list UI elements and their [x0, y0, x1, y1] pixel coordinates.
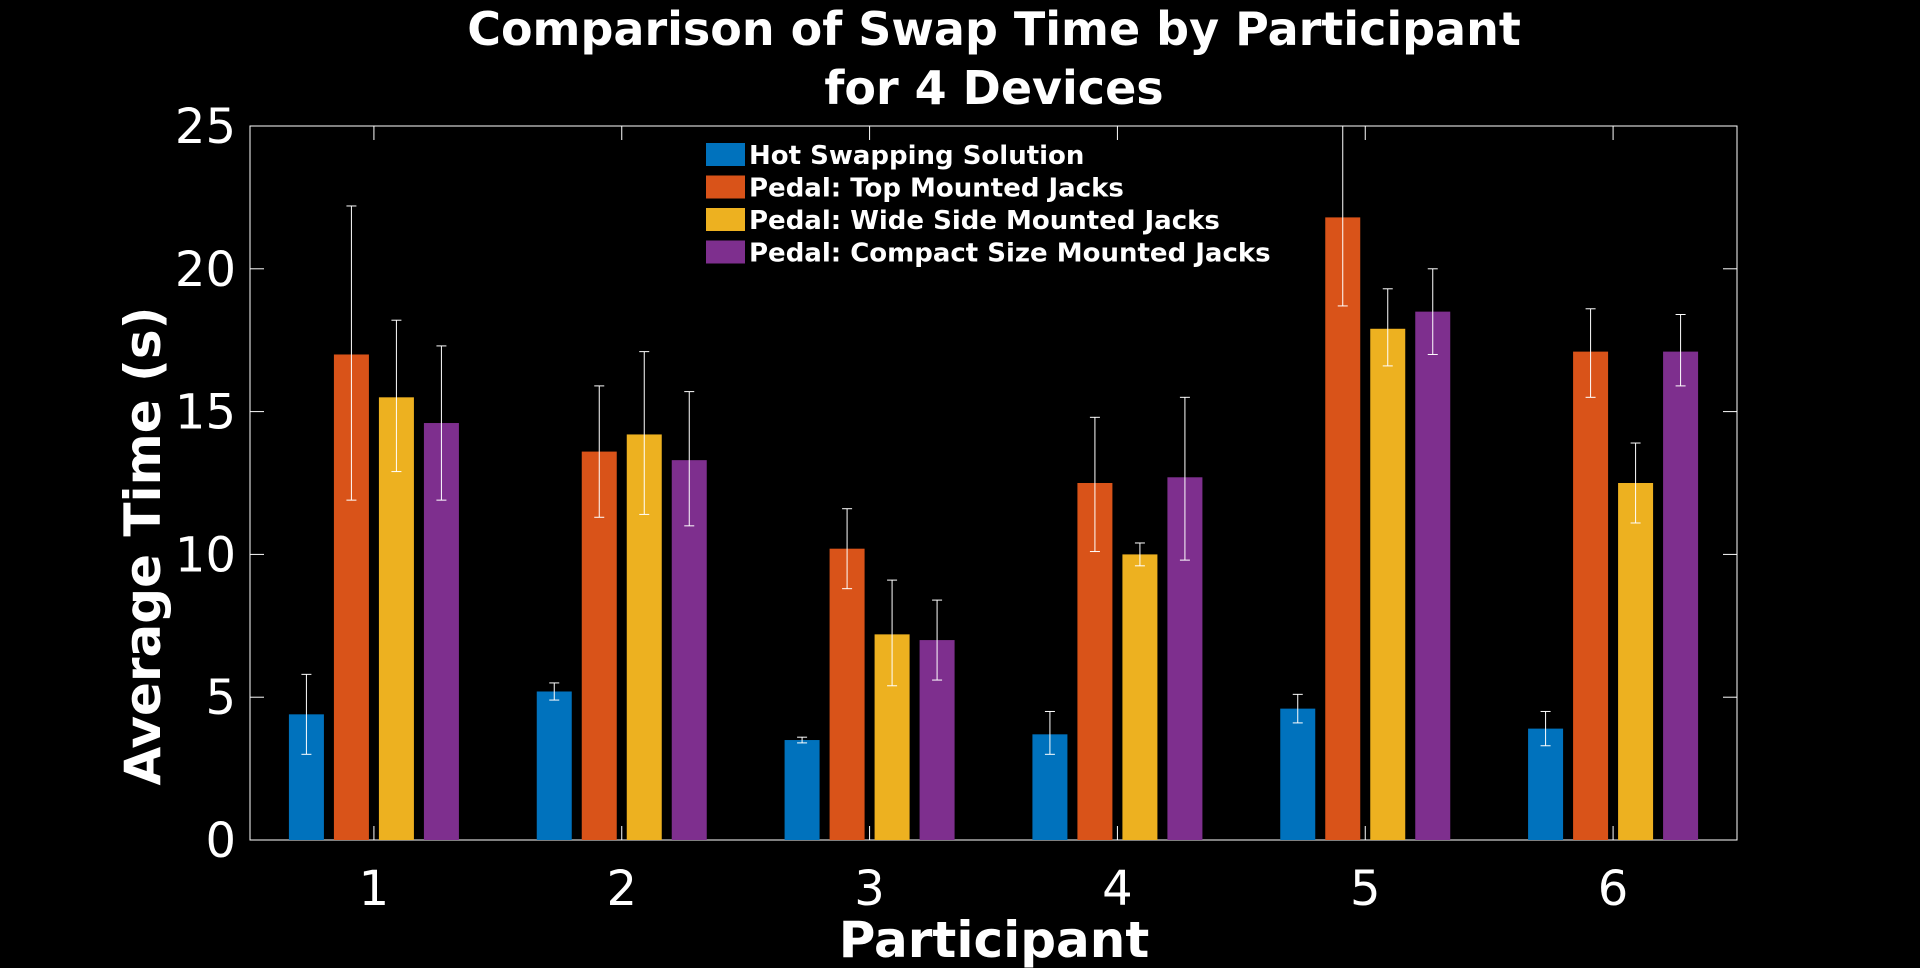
bar-4-participant-5	[1415, 311, 1451, 840]
y-tick-label: 0	[205, 813, 236, 869]
legend-entry-1: Hot Swapping Solution	[749, 141, 1084, 171]
legend-swatch-4	[706, 240, 745, 264]
plot-area: 0 5 10 15 20 25 1 2 3 4 5 6	[175, 99, 1738, 917]
x-tick-label: 2	[606, 861, 637, 917]
x-tick-label: 5	[1350, 861, 1381, 917]
legend-swatch-1	[706, 143, 745, 166]
y-tick-label: 15	[175, 385, 236, 441]
bar-1-participant-3	[784, 740, 820, 840]
bar-1-participant-6	[1528, 728, 1564, 840]
bar-1-participant-5	[1280, 708, 1316, 840]
chart-title-line-2: for 4 Devices	[824, 61, 1163, 115]
bar-3-participant-6	[1618, 483, 1654, 840]
bar-1-participant-2	[536, 691, 572, 840]
legend-swatch-2	[706, 175, 745, 199]
y-tick-label: 20	[175, 242, 236, 298]
x-tick-label: 4	[1102, 861, 1133, 917]
y-tick-label: 10	[175, 527, 236, 583]
bar-2-participant-3	[829, 548, 865, 840]
legend-entry-3: Pedal: Wide Side Mounted Jacks	[749, 206, 1220, 236]
x-tick-label: 3	[854, 861, 885, 917]
bar-4-participant-6	[1663, 351, 1699, 840]
axes-box	[249, 125, 1738, 841]
y-axis-label: Average Time (s)	[114, 306, 172, 785]
x-axis-label: Participant	[839, 911, 1150, 968]
y-tick-label: 5	[205, 670, 236, 726]
bar-3-participant-5	[1370, 328, 1406, 840]
bar-2-participant-6	[1573, 351, 1609, 840]
legend-entry-2: Pedal: Top Mounted Jacks	[749, 174, 1124, 204]
chart-title-line-1: Comparison of Swap Time by Participant	[467, 2, 1521, 56]
legend-swatch-3	[706, 208, 745, 231]
bar-2-participant-5	[1325, 217, 1361, 841]
y-tick-label: 25	[175, 99, 236, 155]
bar-3-participant-4	[1122, 554, 1158, 840]
x-tick-label: 1	[359, 861, 390, 917]
legend-entry-4: Pedal: Compact Size Mounted Jacks	[749, 239, 1271, 269]
x-tick-label: 6	[1598, 861, 1629, 917]
